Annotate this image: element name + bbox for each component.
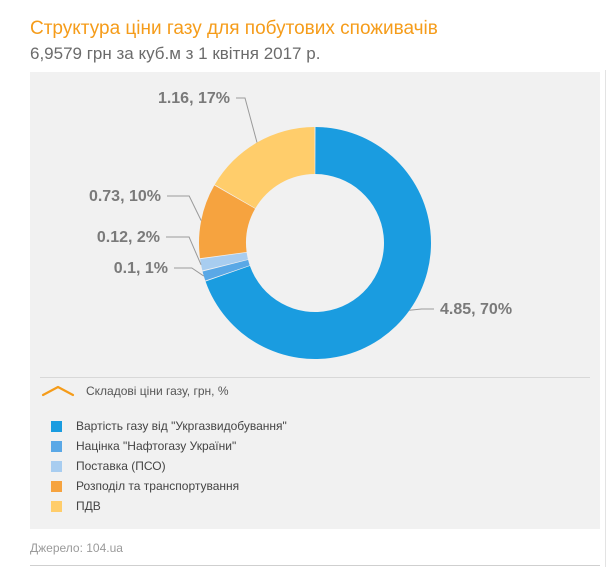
legend-item[interactable]: Націнка "Нафтогазу України"	[51, 439, 287, 453]
legend-label: Поставка (ПСО)	[76, 459, 166, 473]
legend-title: Складові ціни газу, грн, %	[86, 384, 229, 398]
label-leader-line	[409, 308, 434, 311]
donut-slice[interactable]	[205, 127, 431, 359]
donut-slice[interactable]	[199, 185, 256, 259]
right-rule	[605, 70, 606, 567]
chart-title: Структура ціни газу для побутових спожив…	[30, 18, 438, 39]
legend-item[interactable]: Розподіл та транспортування	[51, 479, 287, 493]
chevron-up-icon	[41, 385, 75, 397]
legend-swatch	[51, 460, 62, 472]
donut-slice[interactable]	[200, 252, 248, 271]
legend-divider	[40, 377, 590, 378]
data-label: 0.12, 2%	[97, 229, 160, 246]
label-leader-line	[236, 97, 258, 143]
data-label: 0.1, 1%	[114, 260, 168, 277]
donut-chart: 4.85, 70% 0.1, 1% 0.12, 2% 0.73, 10% 1.16, 1…	[89, 90, 512, 359]
legend-item[interactable]: Вартість газу від "Укргазвидобування"	[51, 419, 287, 433]
legend-label: Розподіл та транспортування	[76, 479, 240, 493]
legend-label: Націнка "Нафтогазу України"	[76, 439, 237, 453]
label-leader-line	[167, 195, 202, 221]
legend-swatch	[51, 420, 62, 432]
legend-item[interactable]: Поставка (ПСО)	[51, 459, 287, 473]
chart-panel: 4.85, 70% 0.1, 1% 0.12, 2% 0.73, 10% 1.16, 1…	[30, 72, 600, 529]
data-label: 4.85, 70%	[440, 301, 512, 318]
donut-slice[interactable]	[202, 259, 250, 281]
data-label: 0.73, 10%	[89, 188, 161, 205]
label-leader-line	[174, 267, 205, 277]
legend-swatch	[51, 440, 62, 452]
data-label: 1.16, 17%	[158, 90, 230, 107]
bottom-rule	[30, 565, 600, 566]
legend-swatch	[51, 500, 62, 512]
donut-slice[interactable]	[214, 127, 315, 209]
legend-swatch	[51, 480, 62, 492]
chart-subtitle: 6,9579 грн за куб.м з 1 квітня 2017 р.	[30, 44, 321, 63]
label-leader-line	[166, 236, 202, 266]
legend-item[interactable]: ПДВ	[51, 499, 287, 513]
legend-label: Вартість газу від "Укргазвидобування"	[76, 419, 287, 433]
legend-toggle[interactable]: Складові ціни газу, грн, %	[40, 384, 228, 398]
legend-list: Вартість газу від "Укргазвидобування" Нац…	[51, 419, 287, 519]
legend-label: ПДВ	[76, 499, 101, 513]
source-note: Джерело: 104.ua	[30, 541, 123, 555]
